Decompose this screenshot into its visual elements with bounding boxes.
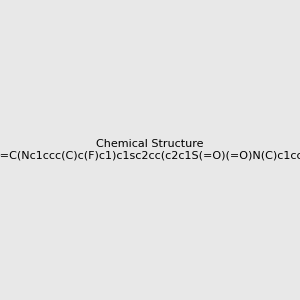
Text: Chemical Structure
O=C(Nc1ccc(C)c(F)c1)c1sc2cc(c2c1S(=O)(=O)N(C)c1ccc: Chemical Structure O=C(Nc1ccc(C)c(F)c1)c…	[0, 139, 300, 161]
